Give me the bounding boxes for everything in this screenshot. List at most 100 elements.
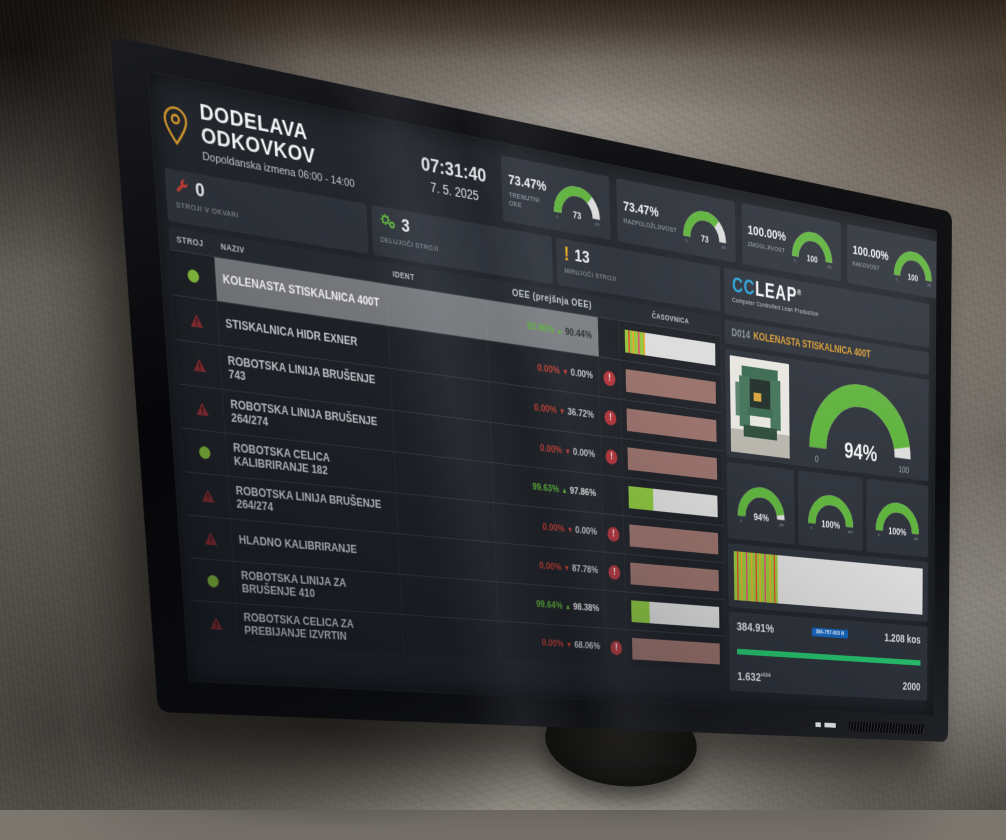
logo-cc: CC — [731, 273, 756, 300]
tv-frame: DODELAVA ODKOVKOV Dopoldanska izmena 06:… — [110, 36, 953, 743]
svg-text:100: 100 — [807, 253, 818, 265]
svg-text:100: 100 — [898, 465, 909, 476]
gauge: 100 0 100 — [891, 243, 935, 289]
oee-current: 0.00% — [542, 521, 565, 535]
production-progress-fill — [736, 648, 921, 666]
machine-name: ROBOTSKA CELICA KALIBRIRANJE 182 — [232, 441, 330, 478]
produced-count-sub: /434 — [760, 670, 771, 679]
svg-text:100%: 100% — [821, 518, 840, 531]
counter-box: 0 STROJI V OKVARI — [164, 167, 369, 254]
tv-screen: DODELAVA ODKOVKOV Dopoldanska izmena 06:… — [147, 70, 937, 717]
machine-status-cell — [193, 600, 239, 645]
status-fault-icon — [195, 401, 209, 416]
oee-current: 0.00% — [537, 362, 561, 377]
speaker-grille — [848, 721, 924, 735]
machine-timeline-fill — [733, 551, 778, 604]
timeline-bar-fill — [628, 485, 654, 511]
timeline-bar — [627, 447, 718, 480]
oee-previous: 97.86% — [569, 485, 597, 499]
timeline-bar — [624, 329, 716, 366]
oee-dashboard: DODELAVA ODKOVKOV Dopoldanska izmena 06:… — [147, 71, 937, 716]
machine-code: D014 — [731, 326, 751, 342]
timeline-bar-fill — [629, 524, 719, 555]
alert-cell — [604, 590, 627, 630]
order-badge: 380-757-003 N — [812, 627, 848, 639]
svg-text:100: 100 — [594, 221, 599, 226]
machine-name: HLADNO KALIBRIRANJE — [238, 533, 358, 557]
machine-sub-gauges: 94% 0 100 100% 0 100 100% 0 100 — [726, 461, 929, 558]
machine-status-cell — [176, 340, 223, 389]
timeline-bar — [630, 562, 719, 592]
alert-cell: ! — [599, 396, 622, 438]
logo-registered-mark: ® — [796, 288, 802, 298]
alert-cell: ! — [603, 552, 626, 592]
status-fault-icon — [209, 616, 223, 630]
machine-detail-box: 94% 0 100 — [725, 348, 929, 482]
machine-main-gauge: 94% 0 100 — [794, 365, 925, 475]
oee-current: 0.00% — [539, 442, 563, 457]
svg-text:100: 100 — [827, 264, 832, 269]
detail-panel: CCLEAP® Computer Controlled Lean Product… — [723, 267, 930, 706]
timeline-bar — [626, 408, 717, 443]
production-percent: 384.91% — [736, 619, 774, 636]
status-running-icon — [198, 445, 211, 460]
timeline-bar-fill — [625, 369, 717, 405]
kpi-gauge: 73 0 100 — [679, 201, 729, 251]
kpi-box: 73.47% TRENUTNI OEE 73 0 100 — [500, 155, 611, 241]
alert-icon: ! — [603, 369, 616, 387]
machine-status-cell — [179, 384, 226, 433]
status-fault-icon — [189, 313, 203, 328]
timeline-cell — [625, 592, 726, 636]
oee-previous: 98.38% — [573, 601, 600, 614]
machine-name: STISKALNICA HIDR EXNER — [224, 316, 358, 349]
production-progress-bar — [736, 648, 921, 666]
oee-current: 99.63% — [532, 481, 560, 495]
oee-previous: 90.44% — [564, 326, 592, 342]
oee-current: 0.00% — [539, 560, 562, 573]
status-fault-icon — [200, 488, 215, 503]
oee-current: 93.90% — [526, 320, 555, 336]
machine-status-cell — [173, 295, 220, 346]
kpi-box: 100.00% ZMOGLJIVOST 100 0 100 — [741, 202, 841, 282]
counter-icon — [174, 176, 190, 200]
kpi-gauge: 73 0 100 — [549, 176, 604, 228]
machine-name: ROBOTSKA LINIJA BRUŠENJE 264/274 — [235, 484, 382, 514]
alert-cell — [597, 317, 620, 360]
alert-cell: ! — [605, 628, 628, 667]
svg-text:0: 0 — [811, 526, 813, 531]
bezel-ports — [815, 722, 836, 728]
svg-text:100: 100 — [914, 537, 919, 542]
alert-cell: ! — [600, 436, 623, 477]
alert-icon: ! — [607, 526, 620, 542]
oee-current: 0.00% — [541, 637, 565, 650]
alert-cell: ! — [598, 357, 621, 399]
wrench-icon — [175, 177, 189, 193]
kpi-box: 100.00% KAKOVOST 100 0 100 — [846, 223, 937, 300]
counter-value: 3 — [400, 215, 411, 238]
oee-trend-arrow: ▼ — [564, 446, 571, 457]
timeline-bar — [631, 600, 720, 629]
machine-status-cell — [187, 515, 234, 561]
svg-text:0: 0 — [556, 214, 558, 219]
svg-text:100: 100 — [721, 245, 726, 250]
svg-text:94%: 94% — [844, 437, 877, 466]
timeline-bar-fill — [630, 562, 719, 592]
gauge: 100% 0 100 — [804, 487, 856, 536]
oee-previous: 0.00% — [570, 367, 594, 382]
status-running-icon — [187, 268, 200, 283]
dashboard-main: 0 STROJI V OKVARI 3 DELUJOČI STROJI — [164, 167, 930, 707]
machine-counters: 0 STROJI V OKVARI 3 DELUJOČI STROJI — [164, 167, 721, 312]
oee-trend-arrow: ▼ — [566, 525, 574, 535]
timeline-bar-fill — [627, 447, 718, 480]
produced-count: 1.632 — [737, 669, 761, 685]
oee-current: 99.64% — [535, 599, 563, 612]
oee-previous: 0.00% — [575, 525, 598, 538]
svg-text:0: 0 — [794, 258, 796, 262]
svg-text:100: 100 — [908, 272, 918, 283]
machine-name: ROBOTSKA CELICA ZA PREBIJANJE IZVRTIN — [243, 610, 354, 643]
status-fault-icon — [192, 357, 206, 372]
alert-icon: ! — [608, 564, 621, 580]
kpi-box: 73.47% RAZPOLOŽLJIVOST 73 0 100 — [616, 178, 736, 263]
sub-gauge-box: 94% 0 100 — [726, 461, 795, 545]
oee-trend-arrow: ▲ — [564, 602, 572, 612]
